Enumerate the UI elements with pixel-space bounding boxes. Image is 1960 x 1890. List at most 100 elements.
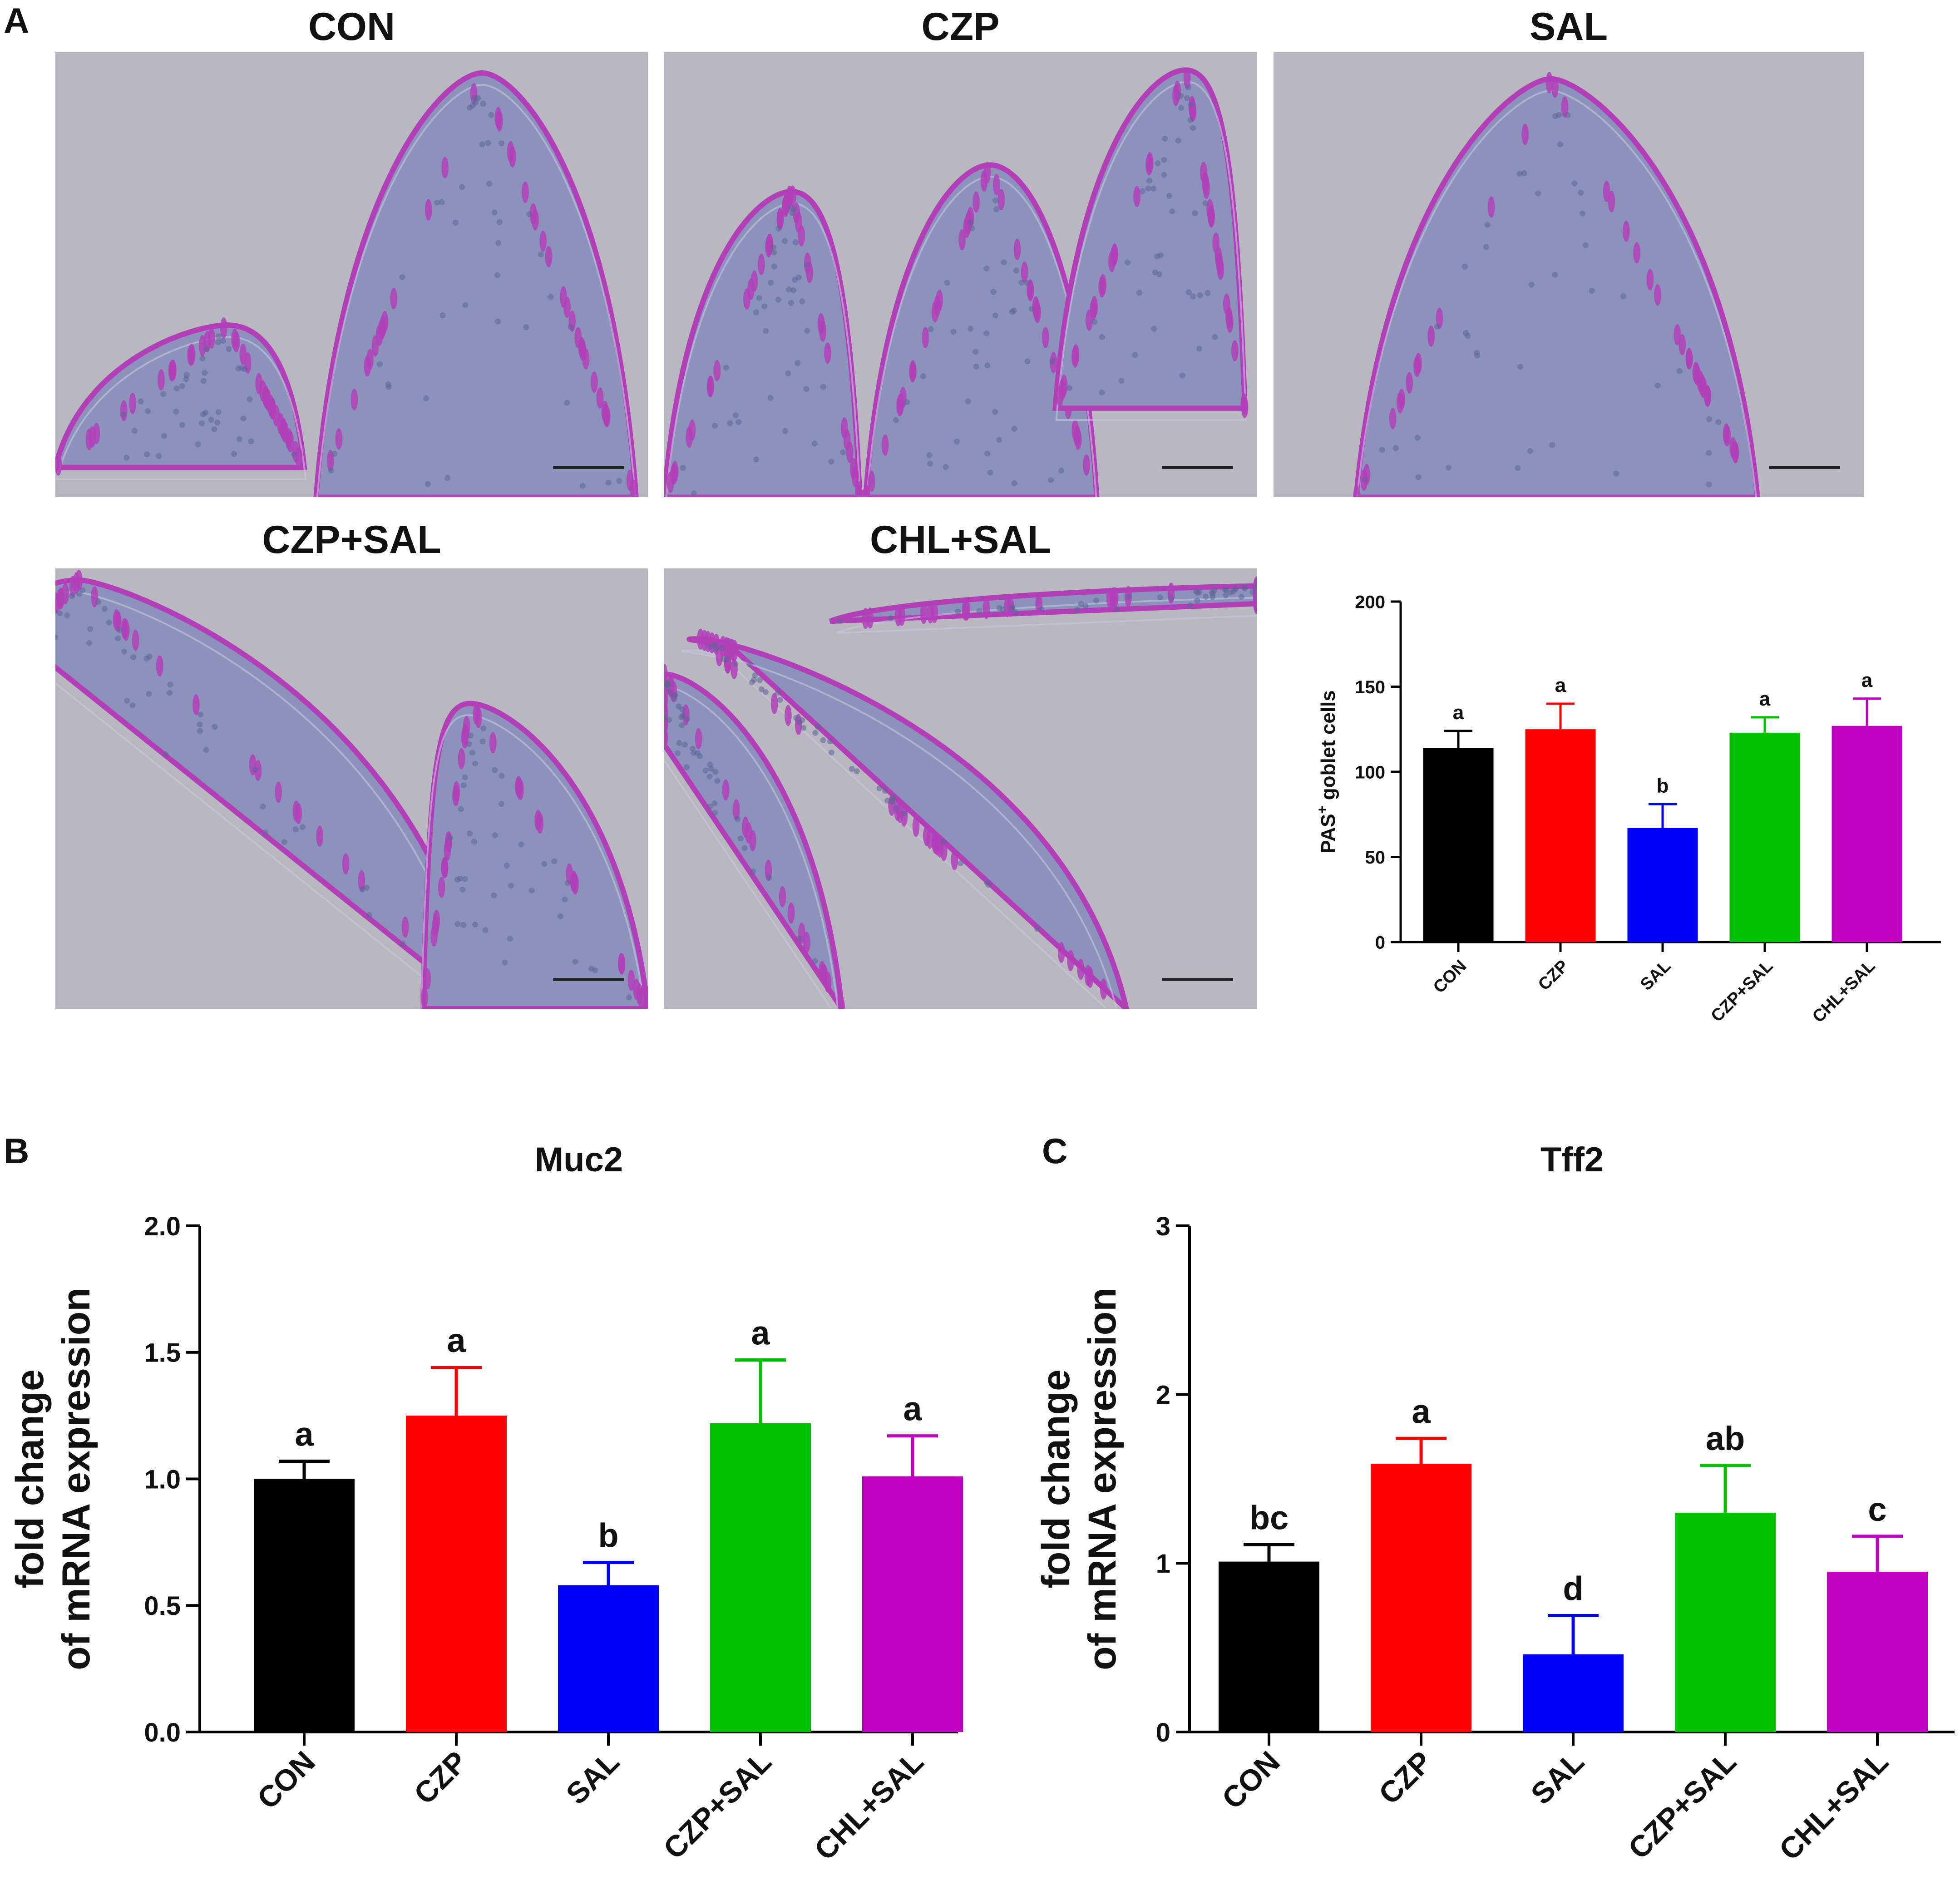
- nucleus: [1009, 606, 1016, 612]
- nucleus: [467, 830, 473, 837]
- nucleus: [732, 412, 739, 419]
- nucleus: [197, 711, 204, 718]
- goblet-cell: [351, 389, 358, 410]
- nucleus: [1253, 584, 1257, 591]
- nucleus: [788, 300, 794, 306]
- nucleus: [958, 860, 964, 866]
- nucleus: [1223, 592, 1229, 598]
- goblet-cell: [795, 211, 802, 233]
- nucleus: [666, 688, 672, 695]
- nucleus: [753, 456, 760, 463]
- nucleus: [197, 721, 203, 728]
- nucleus: [950, 329, 957, 335]
- goblet-cell: [732, 799, 740, 820]
- goblet-cell: [1436, 307, 1443, 329]
- nucleus: [454, 876, 461, 883]
- nucleus: [888, 615, 894, 622]
- goblet-cell: [401, 916, 409, 938]
- nucleus: [131, 428, 138, 434]
- nucleus: [466, 741, 472, 747]
- nucleus: [965, 398, 971, 405]
- goblet-cell: [458, 748, 465, 770]
- nucleus: [491, 893, 497, 898]
- bar-con: [1219, 1561, 1319, 1732]
- nucleus: [557, 913, 563, 919]
- nucleus: [788, 205, 794, 211]
- nucleus: [804, 262, 810, 268]
- nucleus: [1151, 326, 1157, 332]
- nucleus: [499, 801, 505, 807]
- goblet-cell: [267, 395, 275, 416]
- nucleus: [1415, 474, 1422, 480]
- significance-letter: a: [751, 1314, 770, 1352]
- nucleus: [1613, 470, 1619, 477]
- nucleus: [777, 697, 783, 703]
- nucleus: [799, 298, 805, 305]
- nucleus: [954, 438, 960, 444]
- nucleus: [1161, 172, 1167, 178]
- villus-inner-line: [836, 597, 1257, 634]
- nucleus: [1188, 102, 1195, 108]
- nucleus: [782, 428, 788, 434]
- goblet-cell: [1223, 293, 1230, 315]
- nucleus: [1099, 390, 1105, 396]
- nucleus: [479, 738, 486, 745]
- nucleus: [1178, 93, 1184, 99]
- nucleus: [1222, 587, 1228, 593]
- x-tick-label: CHL+SAL: [1772, 1745, 1895, 1867]
- goblet-cell: [158, 369, 165, 391]
- nucleus: [723, 365, 729, 371]
- nucleus: [504, 863, 510, 869]
- nucleus: [1517, 364, 1524, 370]
- nucleus: [95, 599, 101, 605]
- nucleus: [202, 370, 208, 376]
- bar-czp: [406, 1416, 507, 1732]
- nucleus: [526, 211, 533, 217]
- nucleus: [458, 806, 464, 812]
- goblet-cell: [453, 781, 460, 803]
- nucleus: [472, 921, 479, 928]
- nucleus: [749, 679, 755, 686]
- nucleus: [494, 272, 500, 278]
- goblet-cell: [1057, 942, 1065, 963]
- nucleus: [719, 645, 725, 651]
- goblet-cell: [1207, 205, 1215, 227]
- nucleus: [992, 312, 998, 319]
- goblet-cell: [909, 361, 916, 383]
- nucleus: [1620, 293, 1626, 300]
- nucleus: [1528, 281, 1535, 288]
- goblet-cell: [1729, 437, 1737, 459]
- goblet-cell: [1608, 191, 1615, 212]
- nucleus: [1038, 606, 1045, 612]
- goblet-cell: [188, 344, 196, 365]
- nucleus: [969, 225, 975, 232]
- nucleus: [385, 381, 391, 388]
- nucleus: [197, 728, 203, 734]
- goblet-cell: [722, 779, 730, 801]
- nucleus: [973, 349, 979, 355]
- nucleus: [1527, 448, 1533, 454]
- significance-letter: a: [1861, 669, 1873, 691]
- nucleus: [626, 994, 632, 1001]
- goblet-cell: [963, 599, 970, 621]
- goblet-cell: [570, 871, 578, 892]
- nucleus: [214, 419, 221, 426]
- nucleus: [460, 922, 467, 928]
- nucleus: [796, 935, 802, 942]
- nucleus: [523, 324, 529, 331]
- nucleus: [1175, 138, 1181, 144]
- goblet-cell: [1034, 301, 1041, 323]
- goblet-cell: [1674, 324, 1681, 345]
- nucleus: [1169, 208, 1175, 215]
- nucleus: [508, 883, 514, 889]
- y-axis-label-line: fold change: [8, 1369, 52, 1589]
- nucleus: [927, 460, 933, 467]
- bar-czp-sal: [1729, 732, 1800, 942]
- significance-letter: a: [447, 1322, 466, 1359]
- nucleus: [144, 451, 150, 458]
- nucleus: [1184, 95, 1190, 101]
- nucleus: [828, 459, 834, 465]
- goblet-cell: [923, 825, 930, 846]
- nucleus: [1203, 593, 1209, 600]
